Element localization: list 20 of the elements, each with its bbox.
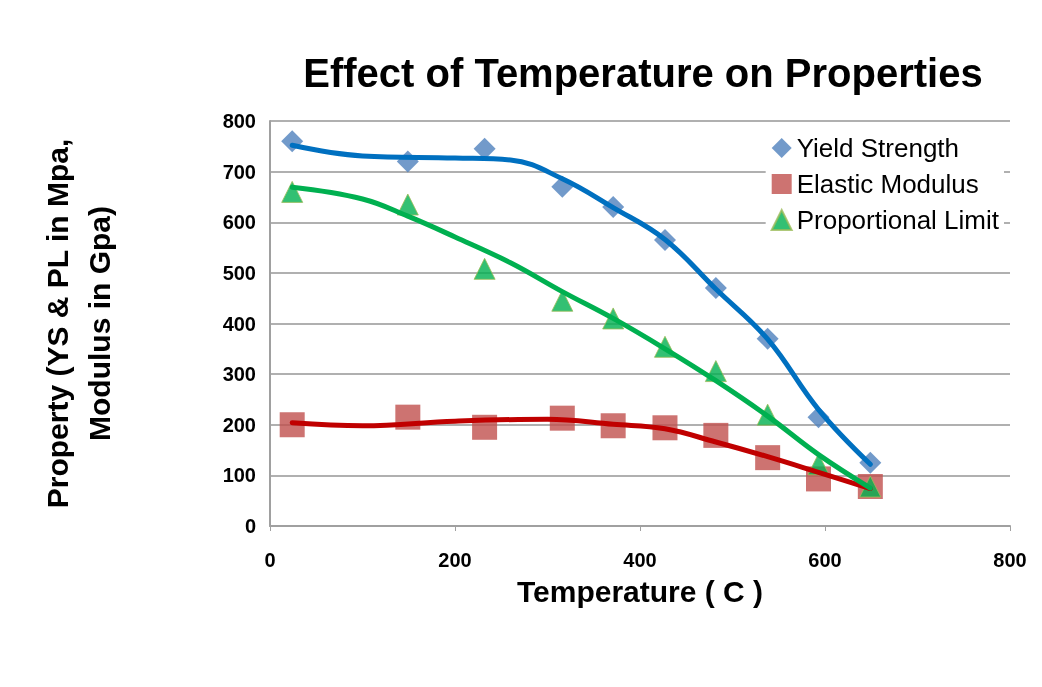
- y-tick-label: 0: [244, 515, 256, 537]
- legend-label: Proportional Limit: [796, 205, 1000, 235]
- x-tick-label: 600: [808, 549, 842, 571]
- y-tick-label: 700: [222, 160, 256, 183]
- y-tick-label: 300: [222, 363, 256, 386]
- x-tick-label: 400: [623, 549, 657, 571]
- y-tick-label: 500: [222, 261, 256, 284]
- y-tick-label: 400: [222, 312, 256, 335]
- legend-label: Yield Strength: [796, 133, 960, 163]
- y-axis-title: Property (YS & PL in Mpa, Modulus in Gpa): [40, 138, 116, 509]
- y-tick-label: 800: [222, 110, 256, 132]
- legend-label: Elastic Modulus: [796, 169, 979, 199]
- y-tick-label: 200: [222, 413, 256, 436]
- y-tick-label: 100: [222, 464, 256, 487]
- x-tick-label: 200: [438, 549, 472, 571]
- x-tick-label: 800: [993, 549, 1027, 571]
- x-tick-label: 0: [264, 549, 276, 571]
- x-axis-title: Temperature ( C ): [516, 574, 764, 608]
- y-tick-label: 600: [222, 211, 256, 234]
- chart-title: Effect of Temperature on Properties: [303, 51, 983, 95]
